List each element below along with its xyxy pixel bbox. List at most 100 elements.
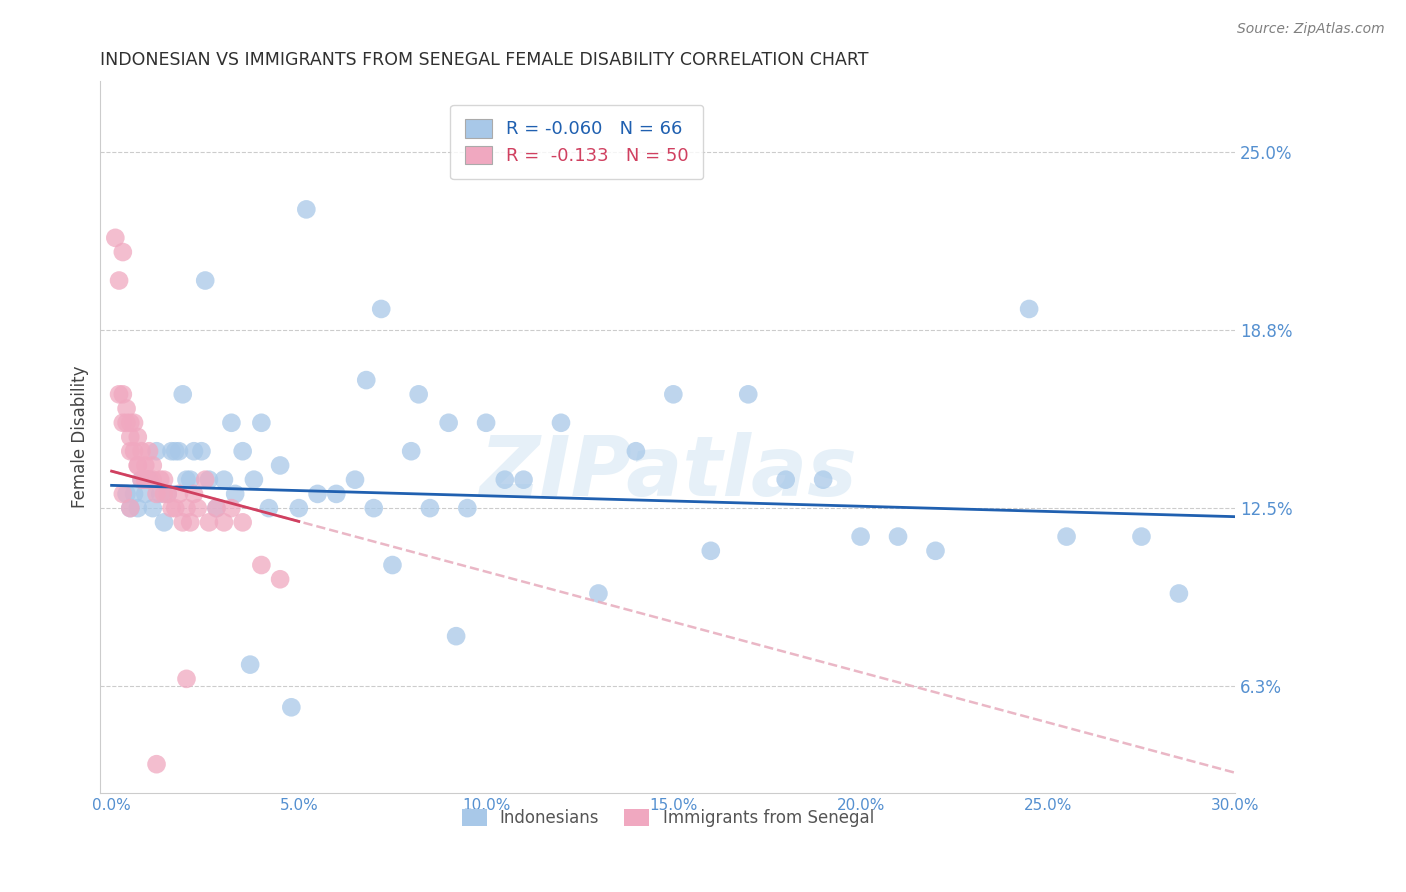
- Point: [120, 430, 142, 444]
- Point: [775, 473, 797, 487]
- Point: [224, 487, 246, 501]
- Point: [127, 501, 149, 516]
- Point: [167, 444, 190, 458]
- Point: [176, 473, 198, 487]
- Point: [127, 458, 149, 473]
- Point: [811, 473, 834, 487]
- Point: [160, 444, 183, 458]
- Point: [232, 444, 254, 458]
- Point: [307, 487, 329, 501]
- Legend: Indonesians, Immigrants from Senegal: Indonesians, Immigrants from Senegal: [456, 803, 880, 834]
- Point: [295, 202, 318, 217]
- Point: [153, 473, 176, 487]
- Point: [343, 473, 366, 487]
- Text: Source: ZipAtlas.com: Source: ZipAtlas.com: [1237, 22, 1385, 37]
- Point: [288, 501, 311, 516]
- Point: [183, 487, 205, 501]
- Point: [662, 387, 685, 401]
- Point: [145, 757, 167, 772]
- Point: [212, 516, 235, 530]
- Point: [127, 458, 149, 473]
- Point: [176, 501, 198, 516]
- Point: [120, 501, 142, 516]
- Point: [444, 629, 467, 643]
- Point: [120, 501, 142, 516]
- Point: [198, 473, 221, 487]
- Point: [419, 501, 441, 516]
- Point: [122, 487, 145, 501]
- Point: [127, 430, 149, 444]
- Point: [145, 487, 167, 501]
- Point: [142, 473, 165, 487]
- Point: [120, 444, 142, 458]
- Point: [325, 487, 347, 501]
- Point: [138, 473, 160, 487]
- Point: [104, 231, 127, 245]
- Point: [399, 444, 422, 458]
- Point: [924, 543, 946, 558]
- Point: [131, 473, 153, 487]
- Point: [239, 657, 262, 672]
- Point: [194, 273, 217, 287]
- Point: [550, 416, 572, 430]
- Point: [176, 672, 198, 686]
- Point: [887, 530, 910, 544]
- Point: [475, 416, 498, 430]
- Point: [205, 501, 228, 516]
- Point: [111, 245, 134, 260]
- Point: [167, 487, 190, 501]
- Point: [212, 473, 235, 487]
- Point: [624, 444, 647, 458]
- Point: [370, 301, 392, 316]
- Point: [1167, 586, 1189, 600]
- Point: [108, 273, 131, 287]
- Point: [205, 501, 228, 516]
- Point: [149, 487, 172, 501]
- Point: [700, 543, 723, 558]
- Point: [456, 501, 478, 516]
- Point: [250, 416, 273, 430]
- Point: [172, 387, 194, 401]
- Point: [179, 473, 201, 487]
- Point: [512, 473, 534, 487]
- Point: [354, 373, 377, 387]
- Point: [232, 516, 254, 530]
- Text: ZIPatlas: ZIPatlas: [479, 432, 856, 513]
- Point: [138, 473, 160, 487]
- Point: [115, 487, 138, 501]
- Point: [138, 444, 160, 458]
- Point: [588, 586, 610, 600]
- Point: [134, 473, 156, 487]
- Point: [122, 416, 145, 430]
- Point: [131, 473, 153, 487]
- Point: [269, 572, 291, 586]
- Point: [165, 501, 187, 516]
- Point: [134, 487, 156, 501]
- Point: [437, 416, 460, 430]
- Point: [1056, 530, 1078, 544]
- Point: [172, 516, 194, 530]
- Point: [149, 473, 172, 487]
- Point: [145, 444, 167, 458]
- Point: [111, 387, 134, 401]
- Point: [221, 416, 243, 430]
- Point: [120, 416, 142, 430]
- Point: [115, 416, 138, 430]
- Point: [280, 700, 302, 714]
- Point: [179, 516, 201, 530]
- Point: [494, 473, 516, 487]
- Text: INDONESIAN VS IMMIGRANTS FROM SENEGAL FEMALE DISABILITY CORRELATION CHART: INDONESIAN VS IMMIGRANTS FROM SENEGAL FE…: [100, 51, 869, 69]
- Point: [257, 501, 280, 516]
- Point: [165, 444, 187, 458]
- Point: [194, 473, 217, 487]
- Point: [131, 444, 153, 458]
- Point: [221, 501, 243, 516]
- Point: [269, 458, 291, 473]
- Point: [134, 458, 156, 473]
- Point: [408, 387, 430, 401]
- Point: [134, 473, 156, 487]
- Point: [142, 501, 165, 516]
- Point: [156, 487, 179, 501]
- Point: [849, 530, 872, 544]
- Point: [1130, 530, 1153, 544]
